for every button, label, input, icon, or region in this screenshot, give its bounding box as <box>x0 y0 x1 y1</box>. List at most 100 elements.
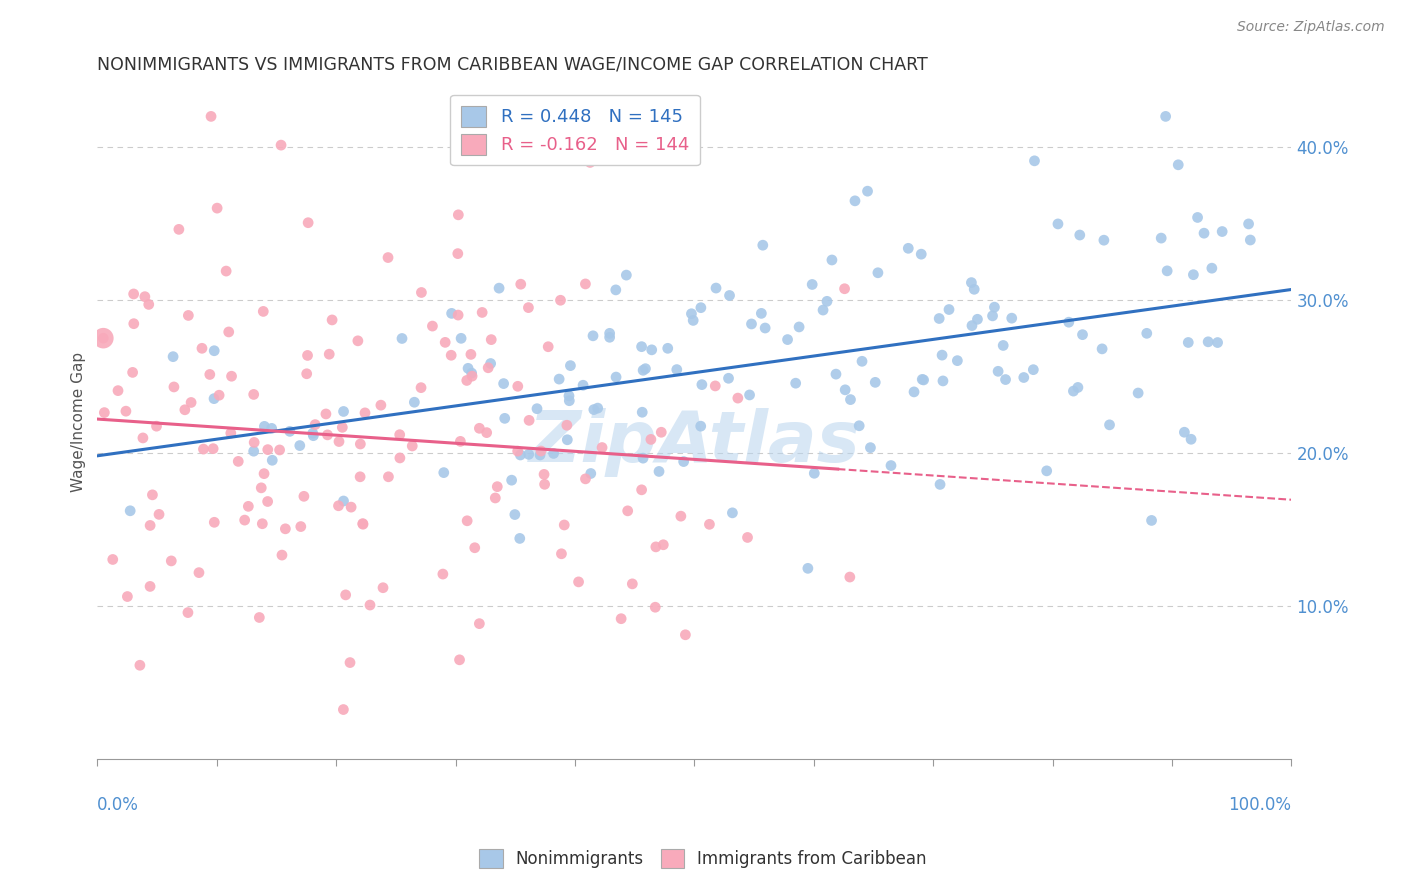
Text: 100.0%: 100.0% <box>1229 796 1292 814</box>
Point <box>139 518 162 533</box>
Point <box>509 448 531 462</box>
Point <box>486 480 509 494</box>
Point <box>193 442 215 456</box>
Point <box>560 359 582 373</box>
Point <box>200 109 222 123</box>
Point <box>931 348 953 362</box>
Point <box>754 321 776 335</box>
Point <box>801 277 824 292</box>
Point <box>262 453 284 467</box>
Point <box>1067 380 1090 394</box>
Point <box>1156 264 1178 278</box>
Point <box>681 307 703 321</box>
Point <box>630 340 652 354</box>
Point <box>359 598 381 612</box>
Point <box>332 494 354 508</box>
Point <box>91 331 114 345</box>
Point <box>468 421 491 435</box>
Point <box>457 361 479 376</box>
Point <box>690 377 713 392</box>
Point <box>928 311 950 326</box>
Point <box>1069 227 1091 242</box>
Point <box>1182 268 1205 282</box>
Point <box>550 547 572 561</box>
Point <box>993 338 1015 352</box>
Point <box>318 347 340 361</box>
Point <box>202 343 225 358</box>
Point <box>650 425 672 440</box>
Point <box>191 341 214 355</box>
Point <box>269 442 291 457</box>
Point <box>160 554 183 568</box>
Point <box>475 425 498 440</box>
Point <box>1150 231 1173 245</box>
Text: ZipAtlas: ZipAtlas <box>529 408 860 477</box>
Point <box>811 303 834 318</box>
Point <box>253 419 276 434</box>
Point <box>173 402 195 417</box>
Point <box>548 372 571 386</box>
Point <box>689 301 711 315</box>
Point <box>644 600 666 615</box>
Point <box>605 283 627 297</box>
Point <box>1237 217 1260 231</box>
Point <box>582 402 605 417</box>
Point <box>699 517 721 532</box>
Point <box>558 389 581 403</box>
Point <box>1187 211 1209 225</box>
Point <box>981 309 1004 323</box>
Point <box>494 411 516 425</box>
Point <box>304 417 326 432</box>
Point <box>205 201 228 215</box>
Point <box>1177 335 1199 350</box>
Point <box>316 428 339 442</box>
Point <box>440 348 463 362</box>
Point <box>332 404 354 418</box>
Point <box>290 519 312 533</box>
Point <box>803 467 825 481</box>
Point <box>411 285 433 300</box>
Point <box>238 500 260 514</box>
Point <box>657 341 679 355</box>
Point <box>471 305 494 319</box>
Point <box>555 418 578 433</box>
Point <box>550 293 572 308</box>
Point <box>138 297 160 311</box>
Point <box>599 330 621 344</box>
Point <box>233 513 256 527</box>
Point <box>121 365 143 379</box>
Legend: R = 0.448   N = 145, R = -0.162   N = 144: R = 0.448 N = 145, R = -0.162 N = 144 <box>450 95 700 165</box>
Point <box>1126 386 1149 401</box>
Point <box>401 439 423 453</box>
Point <box>717 371 740 385</box>
Point <box>721 506 744 520</box>
Point <box>388 450 411 465</box>
Point <box>682 313 704 327</box>
Point <box>464 541 486 555</box>
Point <box>101 552 124 566</box>
Point <box>652 538 675 552</box>
Point <box>543 446 565 460</box>
Point <box>526 401 548 416</box>
Point <box>579 155 602 169</box>
Point <box>330 420 353 434</box>
Point <box>208 388 231 402</box>
Point <box>673 628 696 642</box>
Point <box>844 194 866 208</box>
Point <box>1001 311 1024 326</box>
Point <box>221 369 243 384</box>
Y-axis label: Wage/Income Gap: Wage/Income Gap <box>72 352 86 492</box>
Point <box>616 504 638 518</box>
Point <box>139 579 162 593</box>
Point <box>247 610 270 624</box>
Point <box>328 434 350 449</box>
Point <box>665 362 688 376</box>
Point <box>340 500 363 515</box>
Point <box>449 434 471 449</box>
Point <box>1211 225 1233 239</box>
Point <box>631 451 654 466</box>
Point <box>912 373 935 387</box>
Point <box>1046 217 1069 231</box>
Point <box>202 392 225 406</box>
Point <box>447 246 470 260</box>
